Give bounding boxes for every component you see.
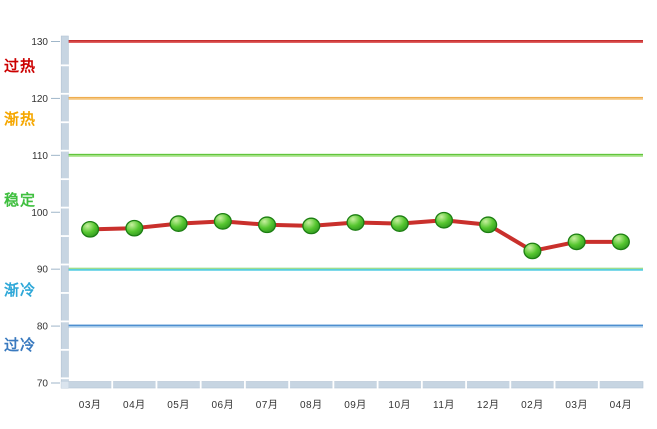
y-axis-tick-label: 70 [37, 379, 49, 390]
y-axis-tick-label: 80 [37, 322, 49, 333]
y-axis-bar-gap [60, 348, 69, 351]
x-axis-label: 04月 [123, 399, 146, 411]
x-axis-label: 07月 [256, 399, 279, 411]
x-axis-label: 05月 [167, 399, 190, 411]
y-axis-tick-label: 110 [32, 151, 48, 162]
x-axis-bar-gap [509, 381, 512, 389]
y-axis-bar-gap [60, 292, 69, 294]
trendline-80-shade [68, 326, 643, 328]
data-point-marker[interactable] [81, 220, 100, 238]
trendline-90 [68, 267, 643, 270]
data-point-marker[interactable] [434, 211, 454, 229]
y-axis-bar-gap [60, 320, 69, 323]
x-axis-label: 11月 [433, 399, 455, 411]
x-axis-bar-gap [553, 381, 556, 389]
x-axis-label: 03月 [565, 399, 588, 411]
x-axis-label: 08月 [300, 399, 323, 411]
trendline-110 [68, 153, 643, 156]
data-point-marker[interactable] [390, 215, 409, 232]
y-axis-bar-gap [60, 178, 69, 181]
zone-label-stable: 稳定 [4, 192, 37, 209]
x-axis-label: 04月 [610, 399, 633, 411]
x-axis-label: 06月 [211, 399, 234, 411]
data-point-marker[interactable] [479, 216, 498, 234]
y-axis-bar-gap [60, 64, 69, 67]
trendline-120 [68, 96, 643, 99]
y-axis-tick-label: 100 [31, 208, 48, 219]
x-axis-bar-gap [420, 381, 423, 389]
trendline-120-shade [68, 98, 643, 100]
trendline-80 [68, 324, 643, 327]
y-axis-bar-gap [60, 121, 69, 124]
x-axis-bar [60, 381, 644, 389]
x-axis-bar-gap [244, 381, 246, 389]
trendline-130-shade [68, 41, 643, 43]
x-axis-label: 10月 [388, 399, 411, 411]
y-axis-bar-gap [60, 377, 69, 380]
axis-corner [61, 381, 69, 388]
trendline-90-shade [68, 269, 643, 271]
x-axis-label: 03月 [79, 399, 102, 411]
y-axis-tick-label: 130 [31, 37, 48, 48]
trendline-130 [68, 40, 643, 42]
data-point-marker[interactable] [611, 233, 630, 251]
x-axis-bar-gap [111, 381, 114, 389]
x-axis-bar-gap [376, 381, 379, 389]
data-point-marker[interactable] [567, 233, 586, 251]
zone-label-overheat: 过热 [4, 58, 37, 75]
y-axis-bar-gap [60, 235, 69, 237]
x-axis-label: 02月 [521, 399, 544, 411]
data-point-marker[interactable] [169, 215, 188, 232]
x-axis-bar-gap [155, 381, 158, 389]
y-axis-bar-gap [60, 206, 69, 209]
y-axis-tick-label: 120 [31, 94, 48, 105]
x-axis-bar-gap [288, 381, 291, 389]
x-axis-bar-gap [597, 381, 600, 389]
y-axis-tick-label: 90 [37, 265, 49, 276]
zone-label-overcooled: 过冷 [4, 337, 37, 354]
y-axis-bar-gap [60, 149, 69, 152]
data-point-marker[interactable] [346, 214, 365, 231]
y-axis-bar-gap [60, 263, 69, 266]
x-axis-label: 12月 [477, 399, 500, 411]
x-axis-bar-gap [465, 381, 467, 389]
trendline-110-shade [68, 155, 643, 157]
x-axis-bar-gap [199, 381, 202, 389]
data-point-marker[interactable] [125, 219, 144, 237]
zone-label-cooling: 渐冷 [4, 282, 37, 299]
data-point-marker[interactable] [213, 213, 232, 230]
y-axis-bar-gap [60, 92, 69, 95]
x-axis-bar-gap [332, 381, 335, 389]
zone-label-warming: 渐热 [4, 111, 37, 128]
data-point-marker[interactable] [302, 217, 321, 235]
data-point-marker[interactable] [257, 216, 277, 234]
data-point-marker[interactable] [523, 242, 542, 260]
y-axis-bar [60, 35, 69, 389]
x-axis-label: 09月 [344, 399, 367, 411]
